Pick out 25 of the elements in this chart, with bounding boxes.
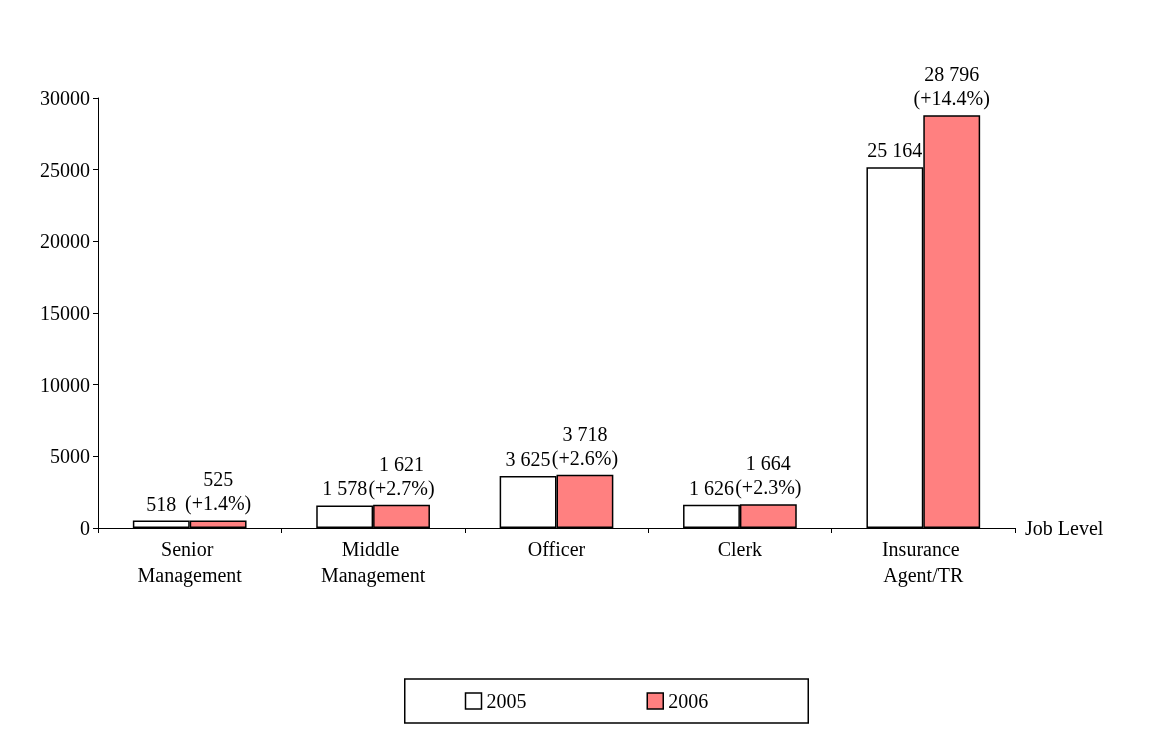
x-tick-label: Middle Management — [320, 538, 426, 587]
x-tick-label: Officer — [527, 538, 586, 560]
data-label: 28 796 (+14.4%) — [913, 63, 990, 111]
data-label: 1 578 — [322, 477, 368, 500]
x-tick-label: Clerk — [717, 538, 763, 560]
data-label: 525 (+1.4%) — [184, 468, 252, 516]
y-tick-label: 20000 — [40, 230, 90, 253]
x-tick-label: Insurance Agent/TR — [881, 538, 965, 587]
y-tick-label: 10000 — [40, 373, 90, 396]
data-label: 1 626 — [688, 476, 734, 499]
y-tick-label: 5000 — [50, 445, 90, 468]
y-tick-label: 0 — [80, 517, 90, 539]
y-tick-label: 15000 — [40, 302, 90, 324]
data-label: 1 664 (+2.3%) — [735, 452, 802, 500]
x-axis-title: Job Level — [1025, 517, 1104, 539]
data-label: 3 625 — [505, 448, 551, 471]
data-label: 25 164 — [867, 139, 923, 162]
data-label: 3 718 (+2.6%) — [551, 422, 619, 470]
data-label: 1 621 (+2.7%) — [368, 452, 435, 500]
y-tick-label: 30000 — [40, 87, 90, 109]
data-label: 518 — [146, 492, 177, 515]
legend-label: 2006 — [668, 690, 709, 712]
x-tick-label: Senior Management — [137, 538, 243, 587]
legend-label: 2005 — [486, 690, 527, 712]
y-tick-label: 25000 — [40, 158, 90, 181]
